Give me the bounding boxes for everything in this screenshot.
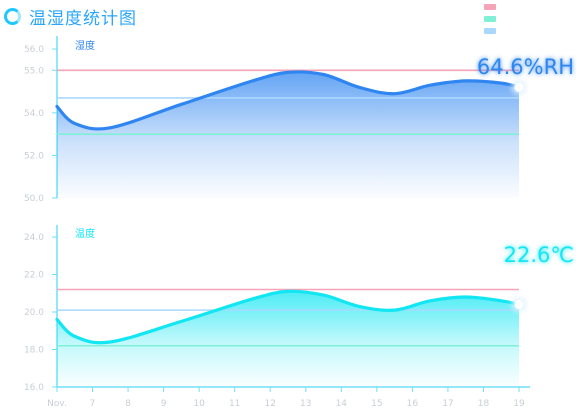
legend-swatch-lower[interactable]: [484, 28, 496, 34]
y-tick-label: 24.0: [24, 233, 44, 243]
series-area: [57, 71, 519, 198]
legend: [484, 4, 496, 40]
series-end-point[interactable]: [514, 82, 524, 92]
series-line: [55, 70, 521, 131]
x-tick-label: 7: [90, 399, 96, 409]
series-label: 温度: [75, 227, 95, 240]
x-tick-label: 12: [265, 399, 276, 409]
x-tick-label: 8: [125, 399, 131, 409]
y-tick-label: 54.0: [24, 109, 44, 119]
x-tick-label: 19: [513, 399, 525, 409]
current-value-label: 22.6℃: [504, 243, 574, 267]
y-tick-label: 16.0: [24, 383, 44, 393]
chart-panel-1: 24.0 22.0 20.0 18.0 16.0 温度 22.6℃: [24, 225, 574, 393]
chart-header: 温湿度统计图: [0, 0, 581, 34]
chart-title: 温湿度统计图: [29, 9, 137, 29]
series-area: [57, 291, 519, 387]
legend-swatch-middle[interactable]: [484, 16, 496, 22]
chart-panel-0: 56.0 55.0 54.0 52.0 50.0 湿度 64.6%RH: [24, 36, 574, 204]
y-tick-label: 18.0: [24, 346, 44, 356]
y-tick-label: 20.0: [24, 308, 44, 318]
title-ring-icon: [4, 8, 21, 25]
series-end-point[interactable]: [514, 300, 524, 309]
x-tick-label: 9: [161, 399, 167, 409]
x-tick-label: 18: [478, 399, 490, 409]
y-tick-label: 56.0: [24, 45, 44, 55]
y-tick-label: 50.0: [24, 194, 44, 204]
x-tick-label: 16: [407, 399, 419, 409]
legend-swatch-upper[interactable]: [484, 4, 496, 10]
x-tick-label: 14: [336, 399, 348, 409]
y-tick-label: 52.0: [24, 151, 44, 161]
x-tick-label: 11: [229, 399, 240, 409]
series-label: 湿度: [75, 39, 95, 52]
x-tick-label: 13: [300, 399, 311, 409]
y-tick-label: 55.0: [24, 66, 44, 76]
x-tick-label: 10: [193, 399, 205, 409]
x-tick-label: 15: [371, 399, 382, 409]
x-tick-label: Nov.: [47, 399, 67, 409]
current-value-label: 64.6%RH: [477, 55, 574, 79]
y-tick-label: 22.0: [24, 271, 44, 281]
x-tick-label: 17: [442, 399, 453, 409]
series-line: [55, 289, 521, 345]
